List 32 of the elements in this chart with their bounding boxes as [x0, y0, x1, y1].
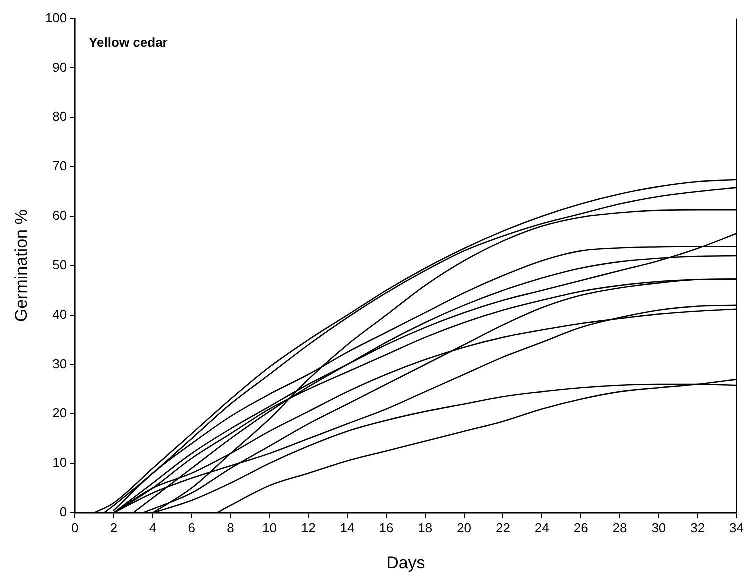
x-tick-label: 2: [110, 520, 118, 536]
y-tick-label: 30: [52, 356, 68, 372]
x-tick-label: 28: [612, 520, 628, 536]
x-tick-label: 30: [652, 520, 666, 536]
x-tick-label: 12: [301, 520, 316, 536]
y-tick-label: 80: [52, 109, 68, 124]
y-tick-label: 70: [52, 158, 68, 174]
x-tick-label: 34: [730, 520, 744, 536]
y-tick-label: 100: [45, 10, 68, 26]
x-tick-label: 10: [262, 520, 277, 536]
x-tick-label: 22: [496, 520, 510, 536]
x-tick-label: 0: [71, 520, 79, 536]
y-tick-label: 50: [52, 257, 68, 272]
annotation: Yellow cedar: [89, 34, 168, 50]
y-tick-label: 60: [52, 208, 68, 224]
x-tick-label: 4: [149, 520, 157, 536]
x-tick-label: 8: [227, 520, 234, 536]
y-tick-label: 90: [52, 60, 68, 75]
x-tick-label: 26: [574, 520, 588, 536]
x-tick-label: 24: [534, 520, 550, 536]
x-tick-label: 20: [457, 520, 472, 536]
x-tick-label: 14: [340, 520, 355, 536]
y-tick-label: 10: [52, 455, 68, 470]
y-tick-label: 0: [60, 504, 68, 520]
y-axis-title: Germination %: [12, 210, 31, 322]
x-tick-label: 16: [379, 520, 394, 536]
x-tick-label: 6: [188, 520, 196, 536]
y-tick-label: 40: [52, 306, 68, 322]
x-tick-label: 18: [418, 520, 433, 536]
x-tick-label: 32: [690, 520, 706, 536]
x-axis-title: Days: [386, 553, 426, 572]
y-tick-label: 20: [52, 406, 68, 421]
